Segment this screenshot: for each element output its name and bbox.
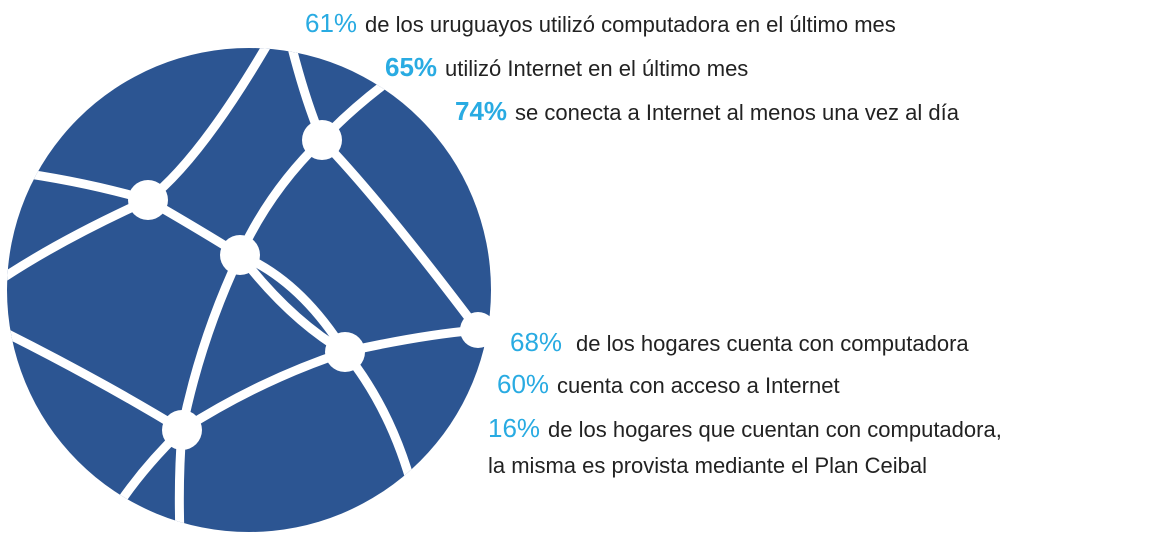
stat-line: 65% utilizó Internet en el último mes [385, 52, 748, 84]
stat-text: de los hogares cuenta con computadora [576, 331, 969, 356]
stat-percent: 68% [510, 327, 562, 357]
stat-line: 61% de los uruguayos utilizó computadora … [305, 8, 896, 40]
stat-line: 68% de los hogares cuenta con computadora [510, 327, 969, 359]
stat-line: 74% se conecta a Internet al menos una ve… [455, 96, 959, 128]
stat-text: cuenta con acceso a Internet [557, 373, 840, 398]
stat-percent: 60% [497, 369, 549, 399]
stat-text: de los uruguayos utilizó computadora en … [365, 12, 896, 37]
infographic: 61% de los uruguayos utilizó computadora … [0, 0, 1164, 535]
stat-text: de los hogares que cuentan con computado… [548, 417, 1002, 442]
stat-text: utilizó Internet en el último mes [445, 56, 748, 81]
stat-text: se conecta a Internet al menos una vez a… [515, 100, 959, 125]
stat-percent: 16% [488, 413, 540, 443]
stat-line: 60% cuenta con acceso a Internet [497, 369, 840, 401]
stat-percent: 65% [385, 52, 437, 82]
stat-percent: 61% [305, 8, 357, 38]
stat-text: la misma es provista mediante el Plan Ce… [488, 451, 927, 481]
stat-percent: 74% [455, 96, 507, 126]
stat-line: 16% de los hogares que cuentan con comput… [488, 413, 1002, 445]
